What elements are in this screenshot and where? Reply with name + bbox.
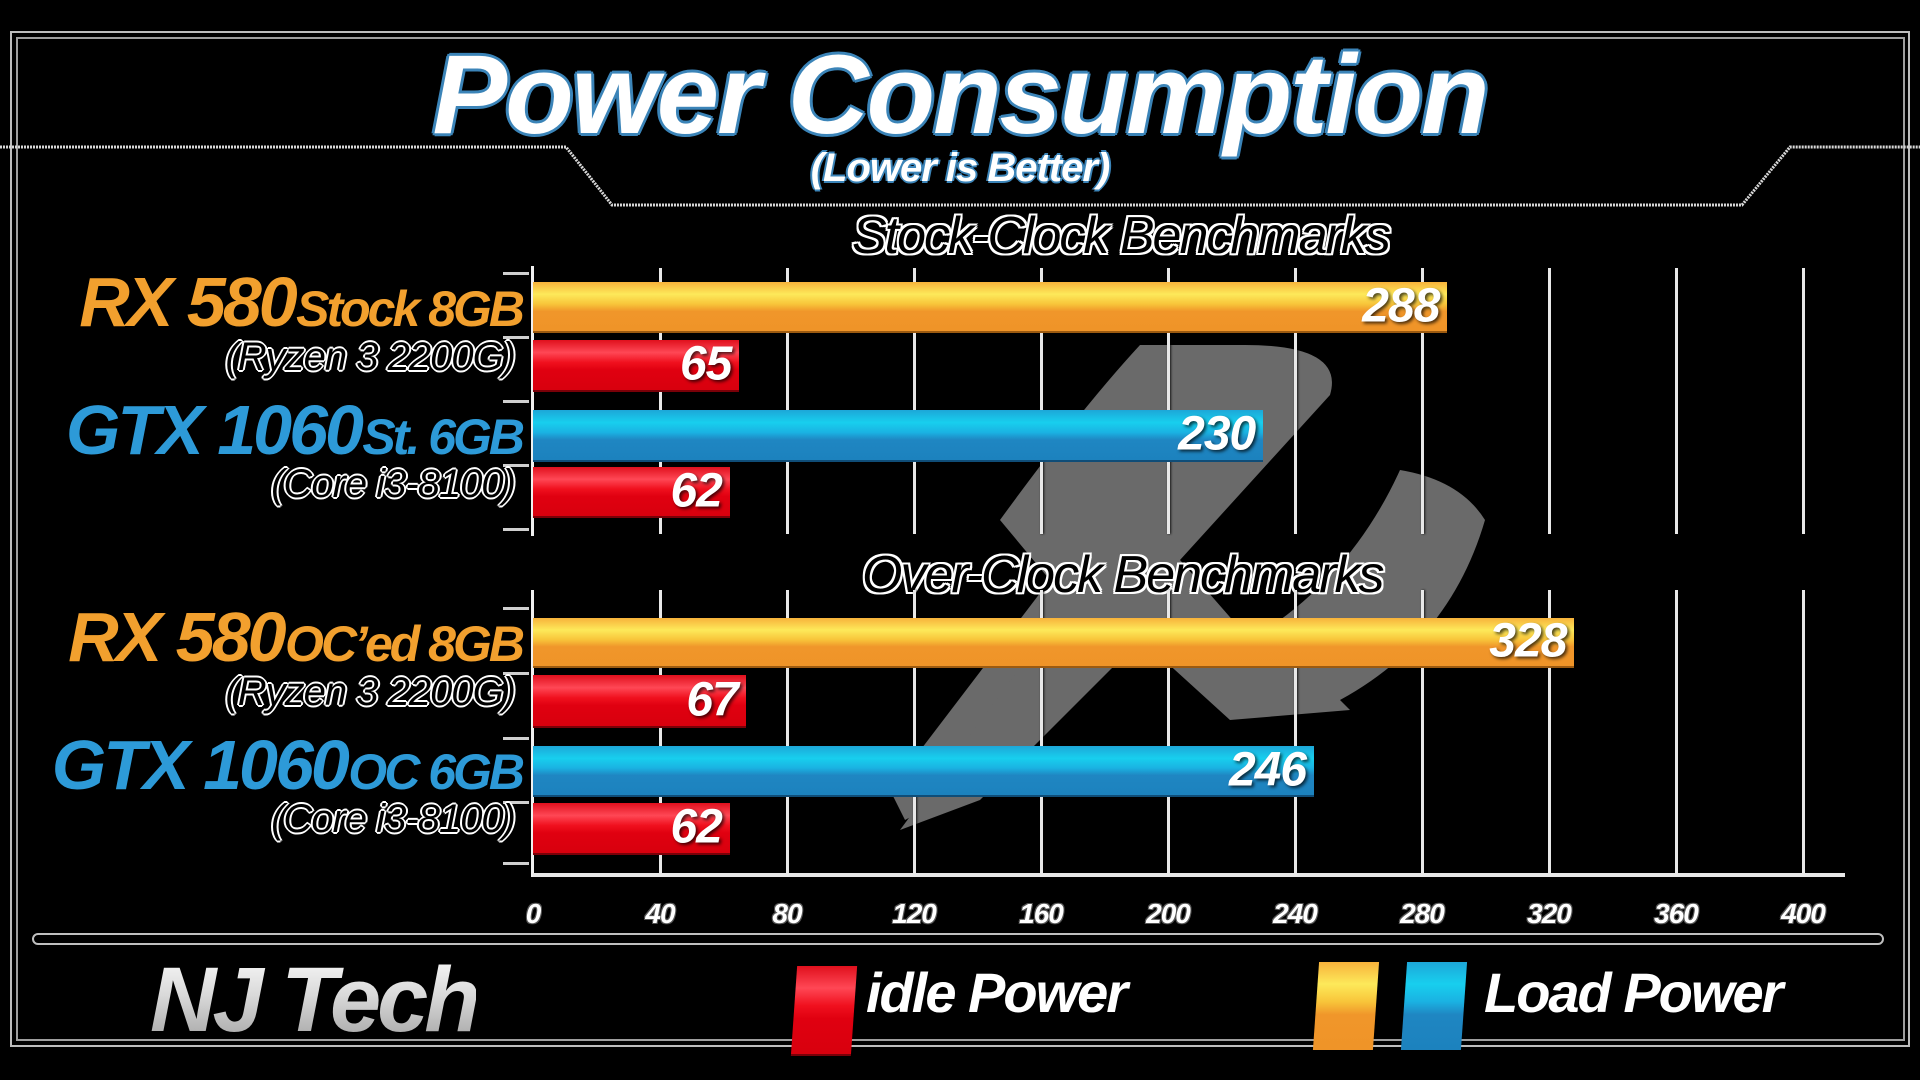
y-tick bbox=[503, 528, 529, 531]
gridline bbox=[1040, 268, 1043, 534]
bar-value: 67 bbox=[686, 672, 738, 726]
bar-value: 246 bbox=[1228, 742, 1307, 796]
gridline bbox=[913, 590, 916, 877]
bar-idle-gtx1060-oc: 62 bbox=[533, 800, 730, 855]
footer-divider bbox=[32, 933, 1884, 945]
gridline bbox=[1675, 268, 1678, 534]
gridline bbox=[1548, 268, 1551, 534]
x-tick-label: 40 bbox=[645, 898, 675, 929]
section-heading-stock: Stock-Clock Benchmarks bbox=[852, 207, 1391, 265]
gridline bbox=[1548, 590, 1551, 877]
bar-value: 65 bbox=[679, 337, 732, 391]
x-tick-label: 200 bbox=[1146, 898, 1191, 929]
x-tick-label: 400 bbox=[1781, 898, 1826, 929]
bar-load-gtx1060-stock: 230 bbox=[533, 407, 1264, 462]
y-tick bbox=[503, 400, 529, 403]
cpu-label-i3-oc: (Core i3-8100) bbox=[271, 797, 516, 841]
y-tick bbox=[503, 607, 529, 610]
cpu-label-i3-stock: (Core i3-8100) bbox=[271, 462, 516, 506]
gridline bbox=[786, 268, 789, 534]
legend-idle-label: idle Power bbox=[866, 961, 1128, 1024]
legend-load-label: Load Power bbox=[1484, 961, 1783, 1024]
chart-title: Power Consumption bbox=[432, 32, 1490, 157]
gridline bbox=[1294, 268, 1297, 534]
bar-idle-rx580-oc: 67 bbox=[533, 672, 746, 728]
brand-logo-text: NJ Tech bbox=[150, 949, 480, 1051]
x-tick-label: 280 bbox=[1400, 898, 1445, 929]
gridline bbox=[1167, 268, 1170, 534]
y-tick bbox=[503, 801, 529, 804]
gridline bbox=[659, 590, 662, 877]
x-tick-label: 240 bbox=[1273, 898, 1318, 929]
bar-value: 62 bbox=[670, 463, 722, 517]
bar-value: 288 bbox=[1362, 278, 1440, 332]
x-tick-label: 320 bbox=[1527, 898, 1572, 929]
y-tick bbox=[503, 672, 529, 675]
y-tick bbox=[503, 737, 529, 740]
gridline bbox=[1802, 268, 1805, 534]
cpu-label-ryzen-stock: (Ryzen 3 2200G) bbox=[225, 335, 516, 379]
bar-value: 62 bbox=[670, 800, 722, 854]
y-axis-stock bbox=[531, 266, 534, 536]
legend-idle-swatch-icon bbox=[790, 966, 858, 1056]
y-tick bbox=[503, 464, 529, 467]
legend-load-amd-swatch-icon bbox=[1312, 962, 1380, 1050]
gridline bbox=[1421, 268, 1424, 534]
legend-load-nvidia-swatch-icon bbox=[1400, 962, 1468, 1050]
gpu-label-rx580-oc: RX 580 OC’ed 8GB bbox=[68, 598, 525, 676]
x-tick-label: 80 bbox=[772, 898, 802, 929]
gridline bbox=[786, 590, 789, 877]
y-tick bbox=[503, 862, 529, 865]
gpu-label-rx580-stock: RX 580 Stock 8GB bbox=[79, 263, 525, 341]
x-tick-label: 360 bbox=[1654, 898, 1699, 929]
gridline bbox=[1421, 590, 1424, 877]
bar-idle-rx580-stock: 65 bbox=[533, 337, 740, 392]
gridline bbox=[1675, 590, 1678, 877]
x-tick-label: 160 bbox=[1019, 898, 1064, 929]
gridline bbox=[913, 268, 916, 534]
gridline bbox=[659, 268, 662, 534]
bar-load-gtx1060-oc: 246 bbox=[533, 743, 1315, 797]
gpu-label-gtx1060-stock: GTX 1060 St. 6GB bbox=[65, 391, 525, 469]
gridline bbox=[1167, 590, 1170, 877]
gridline bbox=[1802, 590, 1805, 877]
gridline bbox=[1040, 590, 1043, 877]
bar-idle-gtx1060-stock: 62 bbox=[533, 464, 730, 518]
y-tick bbox=[503, 336, 529, 339]
y-axis-overclock bbox=[531, 590, 534, 877]
x-tick-label: 120 bbox=[892, 898, 937, 929]
x-axis bbox=[533, 873, 1845, 877]
y-tick bbox=[503, 272, 529, 275]
x-tick-label: 0 bbox=[525, 898, 542, 929]
cpu-label-ryzen-oc: (Ryzen 3 2200G) bbox=[225, 670, 516, 714]
outer-frame bbox=[10, 31, 1910, 1047]
gpu-label-gtx1060-oc: GTX 1060 OC 6GB bbox=[51, 726, 525, 804]
bar-load-rx580-stock: 288 bbox=[533, 279, 1448, 333]
bar-load-rx580-oc: 328 bbox=[533, 614, 1575, 668]
chart-subtitle: (Lower is Better) bbox=[810, 146, 1111, 190]
bar-value: 230 bbox=[1178, 407, 1256, 461]
bar-value: 328 bbox=[1489, 614, 1567, 668]
gridline bbox=[1294, 590, 1297, 877]
section-heading-overclock: Over-Clock Benchmarks bbox=[862, 546, 1385, 604]
inner-frame bbox=[16, 37, 1905, 1041]
